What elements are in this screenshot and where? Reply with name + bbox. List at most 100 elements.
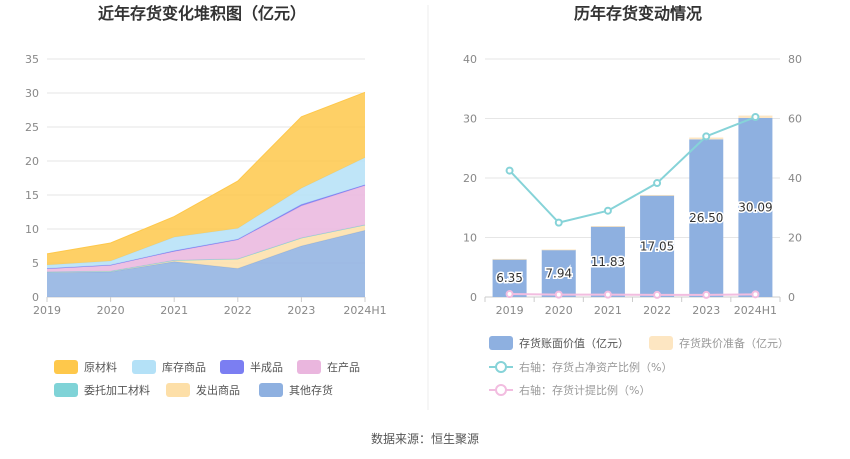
legend-marker: [495, 384, 507, 396]
legend-label: 半成品: [250, 360, 283, 374]
legend-marker: [495, 361, 507, 373]
legend-label: 其他存货: [289, 383, 333, 397]
x-tick-label: 2024H1: [343, 304, 386, 317]
bar-value-label: 30.09: [738, 200, 772, 214]
area-1: [47, 224, 365, 273]
legend-label: 库存商品: [162, 360, 206, 374]
line-point: [505, 290, 514, 299]
legend-swatch: [220, 360, 244, 374]
legend-item[interactable]: 在产品: [297, 360, 360, 374]
y-tick-label: 0: [32, 291, 39, 304]
line-point: [554, 218, 563, 227]
bar-inventory: [689, 139, 724, 297]
bar-provision: [541, 249, 576, 251]
bar-value-label: 11.83: [591, 255, 625, 269]
legend-label: 存货账面价值（亿元）: [519, 336, 629, 350]
legend-swatch: [54, 383, 78, 397]
bar-chart-axes: 0 10 20 30 40 0 20 40 60 80 2019 2020 2021 2022 2023 20…: [463, 53, 802, 317]
data-source: 数据来源：恒生聚源: [371, 431, 479, 446]
line-point: [603, 290, 612, 299]
stack-chart-axes: 0 5 10 15 20 25 30 35 2019 2020 2021 2022 2023 2024H1: [25, 53, 387, 317]
bar-chart-lines: [505, 113, 760, 299]
y-left-tick-label: 30: [463, 113, 477, 126]
line-point: [702, 132, 711, 141]
bar-chart-legend: 存货账面价值（亿元） 存货跌价准备（亿元） 右轴：存货占净资产比例（%） 右轴：存货计…: [489, 336, 789, 397]
bar-chart-title: 历年存货变动情况: [574, 4, 702, 23]
bar-value-label: 6.35: [496, 271, 523, 285]
x-tick-label: 2022: [643, 304, 671, 317]
line-series-0: [508, 116, 756, 224]
line-series-1: [509, 293, 756, 296]
bar-provision: [640, 194, 675, 196]
area-6: [47, 92, 365, 266]
bar-chart-bars: 6.35 7.94 11.83 17.05 26.50 30.09: [492, 115, 774, 297]
legend-swatch: [259, 383, 283, 397]
legend-item[interactable]: 库存商品: [132, 360, 206, 374]
y-right-tick-label: 60: [788, 113, 802, 126]
line-point: [653, 179, 662, 188]
bar-value-label: 17.05: [640, 239, 674, 253]
area-edge-6: [46, 91, 366, 255]
legend-item[interactable]: 右轴：存货占净资产比例（%）: [489, 360, 672, 374]
y-left-tick-label: 20: [463, 172, 477, 185]
legend-swatch: [166, 383, 190, 397]
legend-label: 发出商品: [196, 383, 240, 397]
x-tick-label: 2023: [692, 304, 720, 317]
area-0: [47, 230, 365, 297]
bar-inventory: [640, 195, 675, 297]
legend-item[interactable]: 委托加工材料: [54, 383, 150, 397]
legend-item[interactable]: 存货跌价准备（亿元）: [649, 336, 789, 350]
stack-chart-title: 近年存货变化堆积图（亿元）: [98, 4, 306, 23]
legend-label: 右轴：存货计提比例（%）: [519, 383, 650, 397]
y-tick-label: 30: [25, 87, 39, 100]
bar-provision: [590, 226, 625, 227]
legend-item[interactable]: 右轴：存货计提比例（%）: [489, 383, 650, 397]
bar-inventory: [590, 226, 625, 297]
area-3: [47, 185, 365, 272]
legend-item[interactable]: 原材料: [54, 360, 117, 374]
y-tick-label: 10: [25, 223, 39, 236]
x-tick-label: 2019: [33, 304, 61, 317]
x-tick-label: 2020: [545, 304, 573, 317]
y-left-tick-label: 0: [470, 291, 477, 304]
legend-label: 右轴：存货占净资产比例（%）: [519, 360, 672, 374]
legend-swatch: [297, 360, 321, 374]
legend-item[interactable]: 发出商品: [166, 383, 240, 397]
x-tick-label: 2021: [594, 304, 622, 317]
x-tick-label: 2023: [287, 304, 315, 317]
y-right-tick-label: 20: [788, 232, 802, 245]
y-tick-label: 20: [25, 155, 39, 168]
legend-label: 委托加工材料: [84, 383, 150, 397]
x-tick-label: 2022: [224, 304, 252, 317]
line-point: [554, 290, 563, 299]
bar-inventory: [738, 117, 773, 297]
legend-label: 在产品: [327, 360, 360, 374]
stack-chart-areas: [46, 91, 366, 297]
line-point: [653, 290, 662, 299]
bar-value-label: 7.94: [545, 266, 572, 280]
line-point: [603, 206, 612, 215]
legend-swatch: [54, 360, 78, 374]
legend-swatch: [489, 336, 513, 350]
y-tick-label: 15: [25, 189, 39, 202]
bar-value-label: 26.50: [689, 211, 723, 225]
legend-label: 原材料: [84, 360, 117, 374]
y-left-tick-label: 10: [463, 232, 477, 245]
legend-swatch: [649, 336, 673, 350]
legend-item[interactable]: 其他存货: [259, 383, 333, 397]
y-right-tick-label: 40: [788, 172, 802, 185]
line-point: [702, 290, 711, 299]
x-tick-label: 2024H1: [734, 304, 777, 317]
legend-item[interactable]: 存货账面价值（亿元）: [489, 336, 629, 350]
legend-swatch: [132, 360, 156, 374]
legend-item[interactable]: 半成品: [220, 360, 283, 374]
y-right-tick-label: 0: [788, 291, 795, 304]
line-point: [751, 113, 760, 122]
y-tick-label: 35: [25, 53, 39, 66]
line-point: [505, 166, 514, 175]
legend-label: 存货跌价准备（亿元）: [679, 336, 789, 350]
bar-inventory: [541, 249, 576, 297]
x-tick-label: 2021: [160, 304, 188, 317]
